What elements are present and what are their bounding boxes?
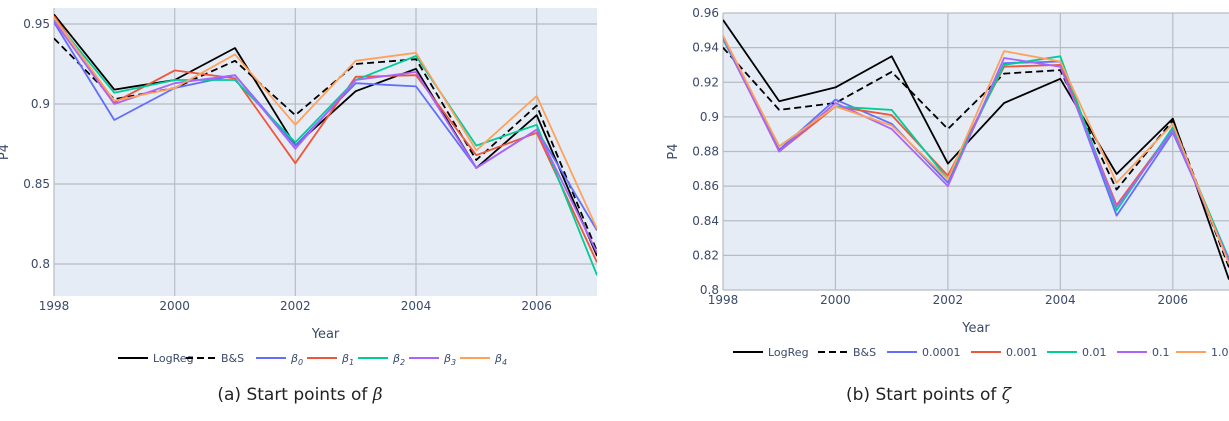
chart-a-series-line-4 xyxy=(54,18,597,276)
chart-a-x-tick-label: 2004 xyxy=(401,299,432,313)
chart-a-legend-label-4: β2 xyxy=(392,352,405,367)
chart-b-caption-symbol: ζ xyxy=(1001,385,1012,405)
chart-b-y-tick-label: 0.96 xyxy=(692,6,719,20)
chart-b-series-line-1 xyxy=(723,46,1229,268)
chart-b-legend-label-6: 1.0 xyxy=(1211,346,1229,359)
chart-b-x-tick-label: 2004 xyxy=(1045,293,1076,307)
chart-b-x-tick-label: 2002 xyxy=(933,293,964,307)
chart-a-legend-label-6: β4 xyxy=(494,352,507,367)
chart-a-y-tick-label: 0.95 xyxy=(23,17,50,31)
chart-a-series-line-0 xyxy=(54,13,597,257)
chart-a-legend-label-0: LogReg xyxy=(153,352,194,365)
chart-panel-b: 1998 2000 2002 2004 2006 0.8 0.82 0.84 0.86 0.88 0… xyxy=(628,0,1229,421)
chart-a-legend-label-2: β0 xyxy=(290,352,303,367)
chart-b-y-axis-title: P4 xyxy=(666,143,681,159)
chart-a-legend-label-5: β3 xyxy=(443,352,456,367)
chart-b-legend-label-0: LogReg xyxy=(768,346,809,359)
chart-a-legend-label-1: B&S xyxy=(221,352,244,365)
chart-b-y-tick-label: 0.86 xyxy=(692,179,719,193)
chart-a-caption-symbol: β xyxy=(372,385,383,405)
chart-a-y-axis-title: P4 xyxy=(0,144,12,160)
chart-b-y-tick-label: 0.82 xyxy=(692,248,719,262)
chart-b-legend-label-3: 0.001 xyxy=(1006,346,1038,359)
chart-a-y-tick-label: 0.85 xyxy=(23,177,50,191)
chart-b-legend-label-2: 0.0001 xyxy=(922,346,961,359)
chart-panel-a: 1998 2000 2002 2004 2006 0.8 0.85 0.9 0.95 Year P4… xyxy=(0,0,600,421)
chart-b-legend-label-4: 0.01 xyxy=(1082,346,1107,359)
chart-a-caption: (a) Start points of β xyxy=(0,385,600,405)
chart-a-legend-label-3: β1 xyxy=(341,352,354,367)
chart-b-y-tick-label: 0.94 xyxy=(692,41,719,55)
chart-b-y-tick-label: 0.84 xyxy=(692,214,719,228)
chart-a-series-line-6 xyxy=(54,17,597,230)
chart-b-x-axis-title: Year xyxy=(961,321,990,336)
chart-b-y-tick-label: 0.8 xyxy=(700,283,719,297)
chart-a-x-tick-label: 1998 xyxy=(39,299,70,313)
chart-a-plot-area xyxy=(54,8,597,296)
chart-b-legend-label-5: 0.1 xyxy=(1152,346,1170,359)
chart-a-x-axis-title: Year xyxy=(311,327,340,342)
chart-a-caption-prefix: (a) Start points of xyxy=(217,385,373,405)
chart-b-x-tick-label: 2006 xyxy=(1158,293,1189,307)
chart-a-svg: 1998 2000 2002 2004 2006 0.8 0.85 0.9 0.95 Year P4… xyxy=(0,8,597,367)
chart-b-caption-prefix: (b) Start points of xyxy=(845,385,1002,405)
chart-b-series-line-0 xyxy=(723,19,1229,280)
chart-a-series-group xyxy=(54,13,597,276)
chart-b-x-tick-label: 1998 xyxy=(708,293,739,307)
chart-b-y-tick-label: 0.88 xyxy=(692,145,719,159)
chart-a-y-tick-label: 0.8 xyxy=(31,257,50,271)
chart-a-x-tick-label: 2002 xyxy=(280,299,311,313)
chart-b-y-tick-label: 0.92 xyxy=(692,75,719,89)
chart-b-legend-label-1: B&S xyxy=(853,346,876,359)
chart-b-svg: 1998 2000 2002 2004 2006 0.8 0.82 0.84 0.86 0.88 0… xyxy=(666,6,1229,359)
chart-a-y-tick-label: 0.9 xyxy=(31,97,50,111)
chart-a-x-tick-label: 2006 xyxy=(521,299,552,313)
chart-a-x-tick-label: 2000 xyxy=(159,299,190,313)
chart-b-series-line-6 xyxy=(723,35,1229,265)
chart-b-y-tick-label: 0.9 xyxy=(700,110,719,124)
chart-b-caption: (b) Start points of ζ xyxy=(628,385,1229,405)
chart-b-x-tick-label: 2000 xyxy=(820,293,851,307)
chart-b-series-group xyxy=(723,19,1229,280)
